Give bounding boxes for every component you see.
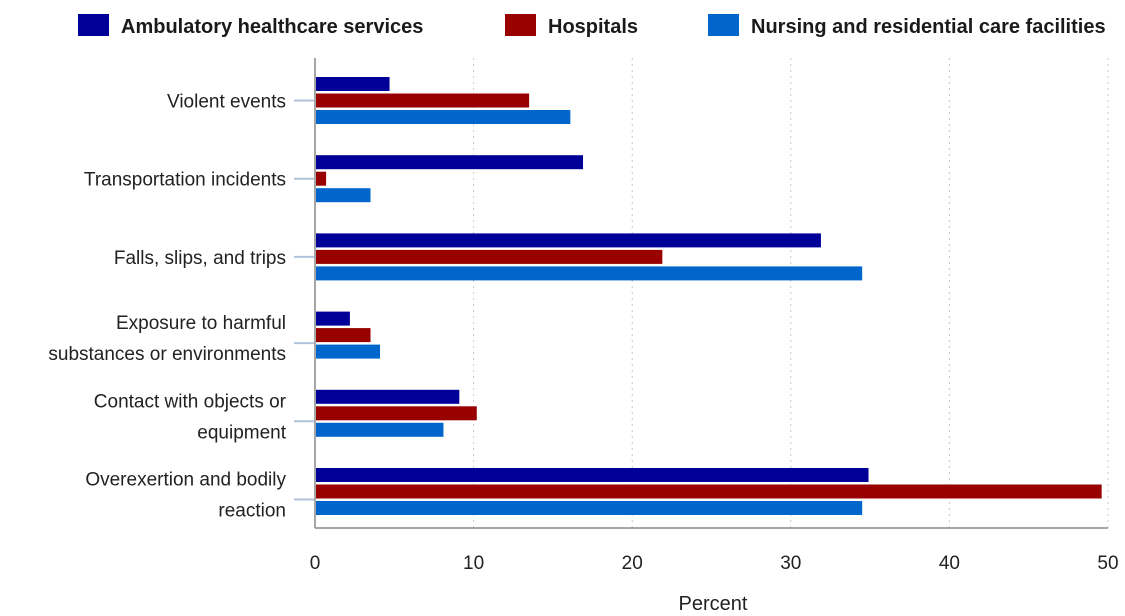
x-axis-title: Percent [679, 593, 748, 615]
bar [316, 171, 327, 186]
x-tick-label: 0 [310, 553, 321, 574]
category-label: Contact with objects or [94, 391, 287, 412]
bar [316, 233, 821, 248]
bars [316, 77, 1102, 515]
bar [316, 484, 1102, 499]
legend-label: Ambulatory healthcare services [121, 16, 423, 38]
category-label: Transportation incidents [84, 170, 286, 191]
x-tick-label: 30 [780, 553, 801, 574]
legend-swatch [708, 14, 739, 36]
legend-label: Hospitals [548, 16, 638, 38]
bar [316, 501, 863, 515]
bar [316, 389, 460, 404]
x-tick-labels: 0 10 20 30 40 50 [310, 553, 1119, 574]
bar [316, 328, 371, 343]
bar [316, 77, 390, 91]
bar [316, 110, 571, 124]
x-tick-label: 10 [463, 553, 484, 574]
legend-swatch [78, 14, 109, 36]
bar [316, 311, 350, 326]
category-label: Violent events [167, 92, 286, 113]
legend: Ambulatory healthcare services Hospitals N… [78, 14, 1106, 38]
bar [316, 93, 530, 108]
bar [316, 249, 663, 264]
bar [316, 406, 477, 421]
category-label: equipment [197, 422, 286, 443]
bar [316, 155, 584, 170]
x-tick-label: 20 [622, 553, 643, 574]
bar [316, 422, 444, 437]
category-label: Falls, slips, and trips [114, 248, 286, 269]
gridlines [473, 58, 1109, 528]
bar [316, 344, 381, 359]
category-labels: Violent events Transportation incidents Fa… [48, 92, 314, 522]
x-tick-label: 40 [939, 553, 960, 574]
bar [316, 468, 869, 482]
legend-label: Nursing and residential care facilities [751, 16, 1106, 38]
category-label: Exposure to harmful [116, 313, 286, 334]
category-label: reaction [218, 501, 286, 522]
category-label: substances or environments [48, 344, 286, 365]
bar [316, 266, 863, 281]
legend-swatch [505, 14, 536, 36]
bar [316, 188, 371, 203]
category-label: Overexertion and bodily [85, 470, 286, 491]
x-tick-label: 50 [1097, 553, 1118, 574]
